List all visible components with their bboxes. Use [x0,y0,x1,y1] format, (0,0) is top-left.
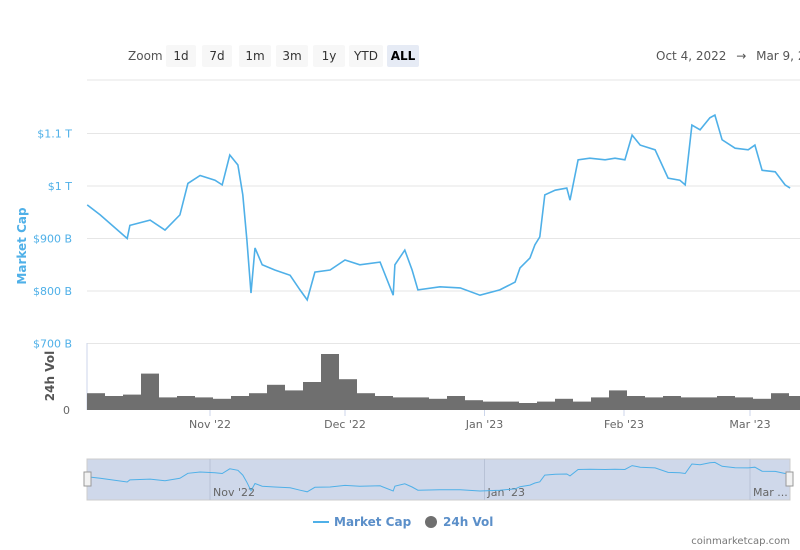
volume-bar [717,396,735,410]
volume-bar [465,400,483,410]
volume-bar [519,403,537,410]
volume-bar [591,397,609,410]
range-to[interactable]: Mar 9, 2023 [756,49,800,63]
y-axis-title: Market Cap [15,207,29,285]
volume-bar [267,384,285,410]
volume-bar [213,398,231,410]
zoom-1y-button[interactable]: 1y [313,45,345,67]
volume-bar [411,397,429,410]
legend-24h-vol[interactable]: 24h Vol [425,515,493,529]
x-tick-label: Jan '23 [465,418,503,431]
volume-bar [159,397,177,410]
y-tick-label: $700 B [33,338,72,351]
volume-bar [681,397,699,410]
zoom-1d-button[interactable]: 1d [166,45,196,67]
volume-bar [303,382,321,410]
volume-bar [123,394,141,410]
volume-bar [663,396,681,410]
volume-bar [87,393,105,410]
volume-bar [285,390,303,410]
vol-tick-0: 0 [63,404,70,417]
x-tick-label: Dec '22 [324,418,366,431]
volume-bar [447,396,465,410]
volume-bar [483,401,501,410]
volume-bar [735,397,753,410]
market-cap-line [86,113,791,302]
x-tick-label: Feb '23 [604,418,644,431]
credit-link[interactable]: coinmarketcap.com [691,536,790,547]
zoom-1m-button[interactable]: 1m [239,45,271,67]
navigator-tick-label: Nov '22 [213,486,255,499]
volume-bar [375,396,393,410]
volume-bar [753,398,771,410]
volume-bar [771,393,789,410]
volume-bar [231,396,249,410]
legend-dot-icon [425,516,437,528]
y-tick-label: $800 B [33,285,72,298]
legend-24h-vol-label: 24h Vol [443,515,493,529]
volume-bar [537,401,555,410]
volume-bar [789,396,800,410]
zoom-ytd-button[interactable]: YTD [349,45,383,67]
volume-bar [555,398,573,410]
volume-bar [393,397,411,410]
volume-bar [645,397,663,410]
volume-bar [339,379,357,410]
x-tick-label: Mar '23 [729,418,770,431]
navigator-left-handle[interactable] [83,471,92,487]
volume-bar [627,396,645,410]
y-tick-label: $900 B [33,233,72,246]
navigator-line [87,461,791,493]
volume-bar [699,397,717,410]
range-from[interactable]: Oct 4, 2022 [656,49,727,63]
volume-bar [429,398,447,410]
zoom-3m-button[interactable]: 3m [276,45,308,67]
zoom-label: Zoom [128,49,163,63]
volume-bar [177,396,195,410]
volume-bar [105,396,123,410]
volume-bar [573,401,591,410]
date-range: Oct 4, 2022 → Mar 9, 2023 [656,49,800,63]
range-arrow: → [736,49,747,63]
vol-axis-title: 24h Vol [43,351,57,401]
x-tick-label: Nov '22 [189,418,231,431]
volume-bar [321,354,339,410]
zoom-all-button[interactable]: ALL [387,45,419,67]
y-tick-label: $1 T [48,180,72,193]
volume-bar [501,401,519,410]
volume-bar [249,393,267,410]
volume-bar [609,390,627,410]
y-tick-label: $1.1 T [37,128,72,141]
navigator-selection[interactable] [86,458,791,501]
zoom-7d-button[interactable]: 7d [202,45,232,67]
navigator-right-handle[interactable] [785,471,794,487]
volume-bar [357,393,375,410]
legend-market-cap-label: Market Cap [334,515,412,529]
volume-bar [195,397,213,410]
navigator-tick-label: Jan '23 [487,486,525,499]
volume-bar [141,373,159,410]
legend-market-cap[interactable]: Market Cap [313,515,412,529]
navigator-tick-label: Mar ... [753,486,788,499]
